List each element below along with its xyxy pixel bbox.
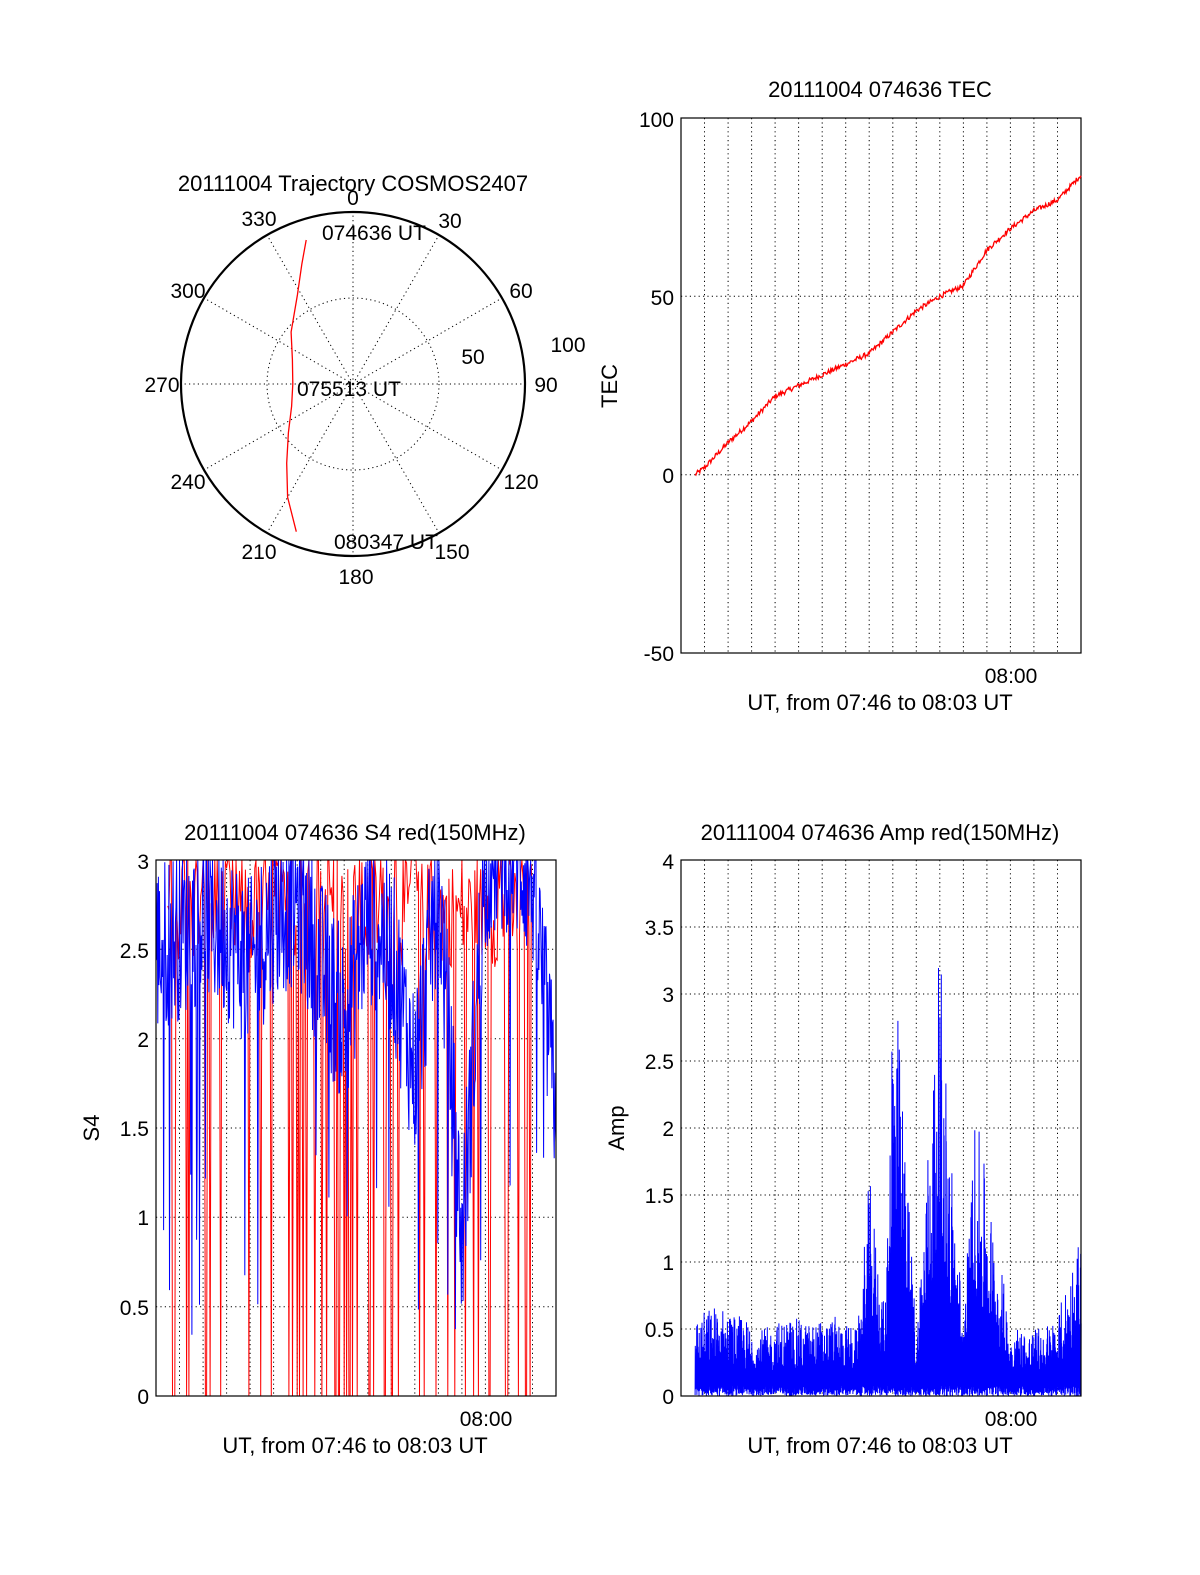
polar-spoke-300 [203,297,354,385]
amp-ytick-label: 3.5 [645,917,674,940]
polar-grid [181,212,525,556]
angle-label-210: 210 [241,541,276,564]
amp-grid [681,860,1081,1396]
trajectory-start-time: 074636 UT [322,222,426,245]
polar-spoke-150 [352,383,440,534]
polar-spoke-60 [352,297,503,385]
amp-y-ticks: 0 0.5 1 1.5 2 2.5 3 3.5 4 [645,851,675,1409]
amp-ytick-label: 4 [662,851,674,874]
amp-ytick-label: 2.5 [645,1051,674,1074]
tec-y-axis-label: TEC [597,364,622,408]
s4-ytick-label: 2 [137,1029,149,1052]
angle-label-60: 60 [509,280,532,303]
amp-series-line [694,967,1082,1397]
angle-label-0: 0 [347,187,359,210]
amp-xtick-label: 08:00 [985,1408,1038,1431]
trajectory-series-line [286,239,307,532]
s4-ytick-label: 2.5 [120,940,149,963]
tec-ytick-label: 50 [651,287,674,310]
polar-angle-labels: 0 30 60 90 120 150 180 210 240 270 300 3… [144,187,585,589]
trajectory-mid-time: 075513 UT [297,378,401,401]
s4-y-axis-label: S4 [79,1115,104,1142]
tec-ytick-label: 0 [662,465,674,488]
amp-ytick-label: 0.5 [645,1319,674,1342]
tec-ytick-label: -50 [644,643,674,666]
angle-label-300: 300 [170,280,205,303]
s4-chart: 20111004 074636 S4 red(150MHz) 0 0.5 1 1… [79,820,557,1458]
s4-x-axis-label: UT, from 07:46 to 08:03 UT [222,1433,487,1458]
polar-spoke-330 [266,234,354,385]
amp-ytick-label: 1 [662,1252,674,1275]
tec-y-ticks: -50 0 50 100 [639,109,674,666]
s4-ytick-label: 3 [137,851,149,874]
amp-ytick-label: 1.5 [645,1185,674,1208]
s4-ytick-label: 0.5 [120,1297,149,1320]
amp-x-axis-label: UT, from 07:46 to 08:03 UT [747,1433,1012,1458]
amp-title: 20111004 074636 Amp red(150MHz) [701,820,1060,845]
s4-plot-frame [155,859,557,1397]
tec-xtick-label: 08:00 [985,665,1038,688]
radial-label-50: 50 [461,346,484,369]
tec-grid [681,118,1081,653]
s4-title: 20111004 074636 S4 red(150MHz) [184,820,526,845]
tec-chart: 20111004 074636 TEC -50 0 50 100 08:00 U… [597,77,1082,715]
amp-ytick-label: 2 [662,1118,674,1141]
trajectory-end-time: 080347 UT [334,531,438,554]
angle-label-270: 270 [144,374,179,397]
s4-blue-series-line [155,859,557,1335]
polar-ring-50 [266,297,440,471]
angle-label-30: 30 [438,210,461,233]
angle-label-150: 150 [434,541,469,564]
tec-title: 20111004 074636 TEC [768,77,992,102]
polar-outer-circle [179,210,527,558]
tec-series-line [694,175,1082,477]
amp-chart: 20111004 074636 Amp red(150MHz) 0 0.5 1 … [604,820,1082,1458]
polar-spoke-210 [266,383,354,534]
amp-y-axis-label: Amp [604,1105,629,1150]
s4-y-ticks: 0 0.5 1 1.5 2 2.5 3 [120,851,149,1409]
tec-ytick-label: 100 [639,109,674,132]
angle-label-240: 240 [170,471,205,494]
s4-ytick-label: 1.5 [120,1118,149,1141]
amp-plot-frame [680,859,1082,1397]
angle-label-120: 120 [503,471,538,494]
angle-label-90: 90 [534,374,557,397]
trajectory-title: 20111004 Trajectory COSMOS2407 [178,171,528,196]
tec-plot-frame [680,117,1082,654]
tec-x-axis-label: UT, from 07:46 to 08:03 UT [747,690,1012,715]
radial-label-100: 100 [550,334,585,357]
s4-xtick-label: 08:00 [460,1408,513,1431]
trajectory-chart: 20111004 Trajectory COSMOS2407 0 30 60 9… [144,171,585,589]
angle-label-330: 330 [241,208,276,231]
s4-ytick-label: 1 [137,1207,149,1230]
amp-ytick-label: 3 [662,984,674,1007]
amp-ytick-label: 0 [662,1386,674,1409]
angle-label-180: 180 [338,566,373,589]
s4-ytick-label: 0 [137,1386,149,1409]
